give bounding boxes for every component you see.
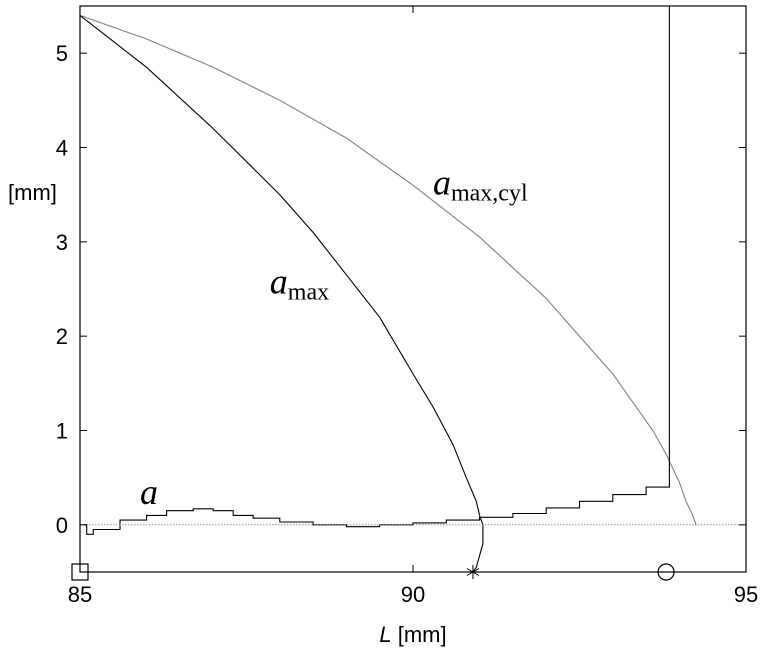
series-annotation: a: [140, 472, 158, 512]
annotation-layer: amax,cyl amax a: [140, 163, 528, 512]
series-line-a-max: [79, 14, 484, 573]
series-layer: [79, 6, 746, 573]
y-tick-label: 1: [56, 419, 68, 444]
x-axis-label-var: L: [379, 622, 391, 647]
y-tick-label: 0: [56, 513, 68, 538]
marker-square: [71, 563, 89, 581]
tick-layer: 0 1 2 3 4 5 85 90 95: [56, 6, 758, 607]
x-tick-label: 90: [401, 582, 425, 607]
x-tick-label: 95: [734, 582, 758, 607]
marker-circle: [657, 563, 675, 581]
y-tick-label: 3: [56, 230, 68, 255]
series-annotation: amax,cyl: [433, 163, 528, 207]
y-tick-label: 4: [56, 136, 68, 161]
y-axis-label: [mm]: [8, 180, 57, 205]
y-tick-label: 5: [56, 41, 68, 66]
series-line-a-max-cyl: [79, 14, 697, 525]
y-tick-label: 2: [56, 324, 68, 349]
series-annotation: amax: [270, 262, 329, 306]
marker-layer: [71, 563, 675, 581]
series-line-a: [83, 6, 670, 535]
x-axis-label-unit: [mm]: [392, 622, 447, 647]
x-axis-label: L [mm]: [379, 622, 446, 647]
plot-area: [79, 5, 747, 573]
marker-asterisk: [466, 565, 480, 579]
x-tick-label: 85: [68, 582, 92, 607]
